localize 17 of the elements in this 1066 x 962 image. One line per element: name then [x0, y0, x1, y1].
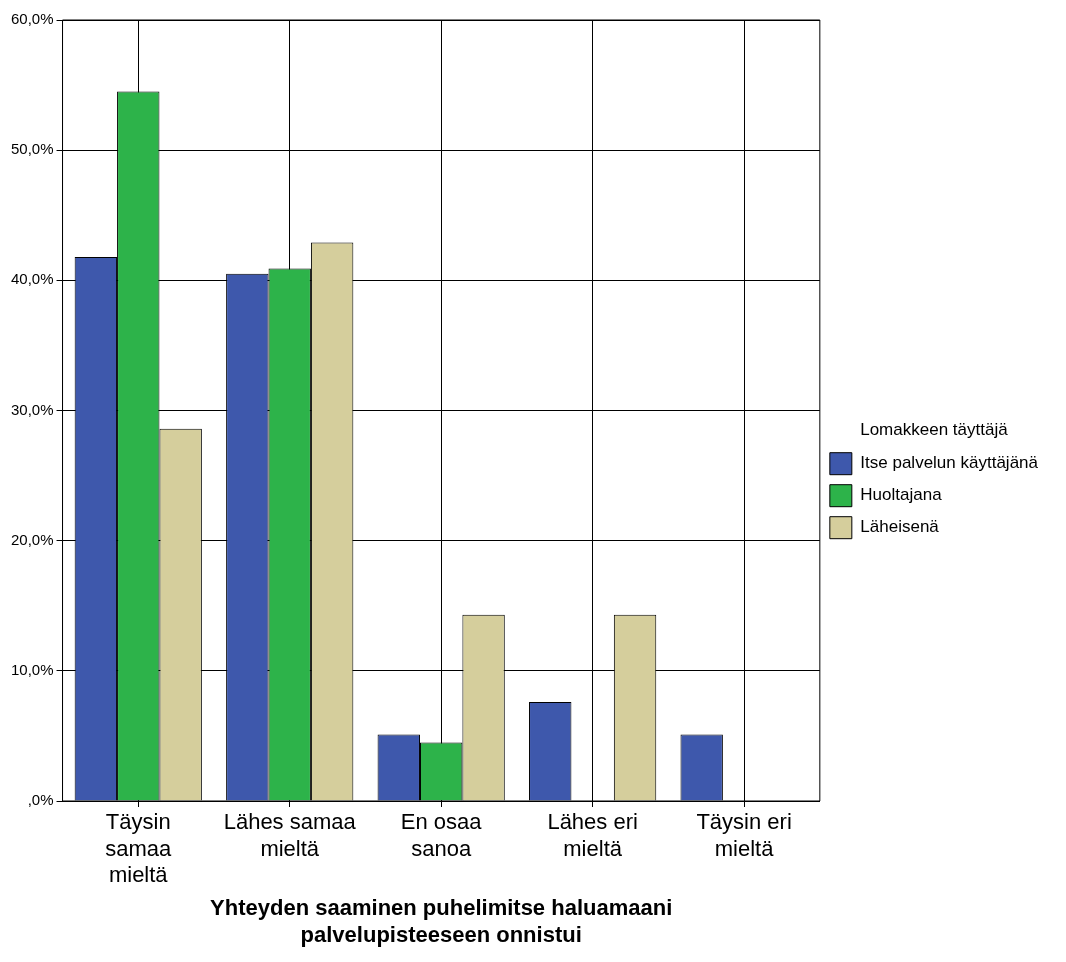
x-tick-label: En osaa sanoa: [400, 809, 483, 861]
x-tick-label: Lähes eri mieltä: [547, 809, 638, 861]
y-tick-label: 20,0%: [10, 530, 54, 548]
y-tick-label: 10,0%: [10, 660, 54, 678]
legend-title: Lomakkeen täyttäjä: [860, 420, 1009, 440]
x-tick-label: Täysin samaa mieltä: [105, 809, 173, 888]
legend-label: Huoltajana: [860, 485, 943, 505]
y-tick-label: ,0%: [27, 791, 54, 809]
legend-label: Läheisenä: [860, 517, 940, 537]
y-tick-label: 60,0%: [10, 10, 54, 28]
x-tick-label: Lähes samaa mieltä: [223, 809, 357, 861]
x-axis-title: Yhteyden saaminen puhelimitse haluamaani palvelupisteeseen onnistui: [210, 895, 673, 947]
y-tick-label: 40,0%: [10, 270, 54, 288]
legend-label: Itse palvelun käyttäjänä: [860, 453, 1039, 473]
y-tick-label: 30,0%: [10, 400, 54, 418]
y-tick-label: 50,0%: [10, 140, 54, 158]
x-tick-label: Täysin eri mieltä: [696, 809, 792, 861]
